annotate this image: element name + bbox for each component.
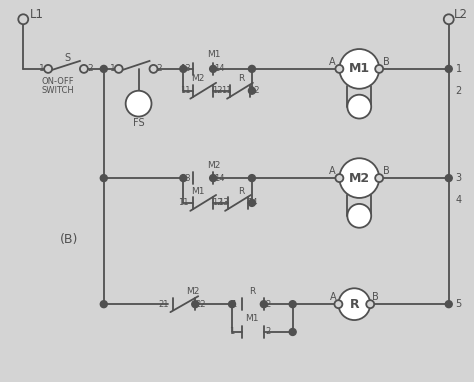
Circle shape [248,175,255,181]
Text: 13: 13 [180,173,191,183]
Circle shape [336,174,343,182]
Text: 12: 12 [249,86,259,95]
Text: R: R [349,298,359,311]
Text: 2: 2 [265,299,271,309]
Circle shape [339,49,379,89]
Text: A: A [330,292,337,302]
Text: R: R [238,74,244,83]
Text: R: R [238,186,244,196]
Text: 4: 4 [456,195,462,205]
Circle shape [445,65,452,72]
Text: M1: M1 [208,50,221,60]
Circle shape [335,300,342,308]
Text: 1: 1 [456,64,462,74]
Text: L2: L2 [454,8,468,21]
Text: 11: 11 [180,86,191,95]
Text: FS: FS [133,118,145,128]
Circle shape [347,95,371,118]
Circle shape [44,65,52,73]
Circle shape [248,87,255,94]
Circle shape [338,288,370,320]
Text: A: A [329,166,336,176]
Text: 14: 14 [214,173,224,183]
Text: 22: 22 [195,299,205,309]
Text: 1: 1 [229,327,235,337]
Circle shape [445,175,452,181]
Text: SWITCH: SWITCH [42,86,74,95]
Text: 13: 13 [180,65,191,73]
Circle shape [100,65,107,72]
Circle shape [180,65,187,72]
Circle shape [444,14,454,24]
Circle shape [445,301,452,308]
Text: M2: M2 [187,287,200,296]
Circle shape [115,65,123,73]
Circle shape [126,91,152,117]
Circle shape [192,301,199,308]
Circle shape [289,301,296,308]
Text: M1: M1 [349,62,370,75]
Circle shape [210,65,217,72]
Circle shape [18,14,28,24]
Circle shape [347,204,371,228]
Text: 2: 2 [456,86,462,96]
Circle shape [100,175,107,181]
Circle shape [248,199,255,206]
Circle shape [375,174,383,182]
Text: 1: 1 [231,299,237,309]
Text: 5: 5 [456,299,462,309]
Text: R: R [249,287,255,296]
Text: 12: 12 [212,198,222,207]
Text: 3: 3 [456,173,462,183]
Text: 11: 11 [178,198,189,207]
Circle shape [336,65,343,73]
Text: M2: M2 [208,161,221,170]
Circle shape [100,301,107,308]
Text: L1: L1 [30,8,44,21]
Text: 1: 1 [39,65,45,73]
Text: ON-OFF: ON-OFF [42,77,74,86]
Circle shape [375,65,383,73]
Circle shape [260,301,267,308]
Circle shape [339,158,379,198]
Text: 13: 13 [218,198,228,207]
Circle shape [289,329,296,335]
Text: M2: M2 [191,74,205,83]
Text: M1: M1 [245,314,259,322]
Text: 1: 1 [110,65,116,73]
Circle shape [180,175,187,181]
Text: S: S [64,53,70,63]
Text: A: A [329,57,336,67]
Text: 2: 2 [156,65,162,73]
Text: 14: 14 [246,198,257,207]
Text: 2: 2 [87,65,93,73]
Circle shape [228,301,236,308]
Circle shape [80,65,88,73]
Text: 21: 21 [158,299,169,309]
Circle shape [248,65,255,72]
Text: (B): (B) [60,233,78,246]
Circle shape [210,175,217,181]
Text: B: B [383,57,390,67]
Text: 12: 12 [212,86,222,95]
Circle shape [366,300,374,308]
Text: M1: M1 [191,186,205,196]
Text: M2: M2 [349,172,370,185]
Text: 2: 2 [265,327,271,337]
Circle shape [149,65,157,73]
Text: B: B [372,292,379,302]
Text: B: B [383,166,390,176]
Text: 11: 11 [221,86,231,95]
Text: 14: 14 [214,65,224,73]
